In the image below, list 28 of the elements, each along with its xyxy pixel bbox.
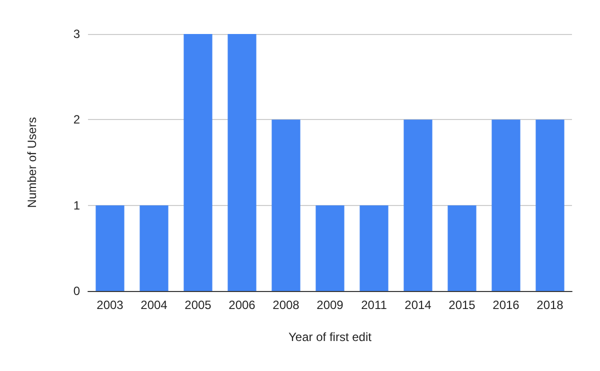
bar — [272, 120, 300, 291]
bar — [316, 205, 344, 291]
x-tick-label: 2009 — [316, 298, 344, 312]
bar — [96, 205, 124, 291]
x-tick-label: 2016 — [492, 298, 520, 312]
x-tick-label: 2008 — [272, 298, 300, 312]
x-tick-label: 2014 — [404, 298, 432, 312]
bar — [228, 34, 256, 291]
x-tick-label: 2011 — [361, 298, 388, 312]
y-tick-label: 3 — [73, 27, 80, 41]
x-tick-label: 2018 — [536, 298, 564, 312]
bar — [404, 120, 432, 291]
x-tick-label: 2003 — [96, 298, 124, 312]
bar — [492, 120, 520, 291]
y-tick-label: 0 — [73, 284, 80, 298]
y-axis-title: Number of Users — [25, 117, 39, 208]
x-tick-label: 2015 — [448, 298, 476, 312]
y-tick-label: 2 — [73, 112, 80, 127]
bar — [184, 34, 212, 291]
x-axis-title: Year of first edit — [288, 330, 372, 344]
bar — [140, 205, 168, 291]
y-tick-label: 1 — [73, 198, 80, 212]
bar — [360, 205, 388, 291]
x-tick-label: 2006 — [228, 298, 256, 312]
x-tick-label: 2004 — [140, 298, 168, 312]
bar — [448, 205, 476, 291]
x-tick-label: 2005 — [184, 298, 212, 312]
bar — [536, 120, 564, 291]
